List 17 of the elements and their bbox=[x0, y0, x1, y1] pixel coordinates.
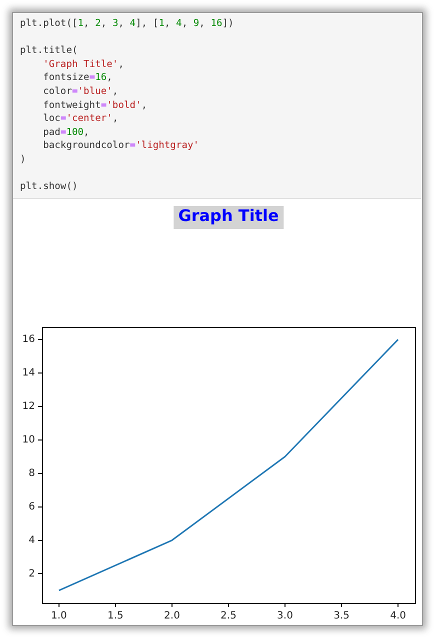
text: plt.plot([1, 2, 3, 4], [1, 4, 9, 16]) plt.title( 'Graph Title', fontsize=16, color='blue', fontweight='bold', loc='center', pad=100, backgroundcolor='lightgray' ) plt.show() bbox=[20, 18, 234, 192]
x-tick-label: 2.5 bbox=[220, 610, 236, 622]
x-tick-label: 1.0 bbox=[51, 610, 67, 622]
y-tick-label: 14 bbox=[22, 368, 35, 379]
chart-title: Graph Title bbox=[173, 206, 284, 229]
y-tick-label: 6 bbox=[28, 501, 35, 512]
x-tick-label: 3.0 bbox=[277, 610, 293, 622]
y-tick-label: 12 bbox=[22, 401, 35, 412]
y-tick-label: 10 bbox=[22, 434, 35, 446]
x-tick-label: 2.0 bbox=[164, 610, 180, 622]
y-tick-label: 8 bbox=[28, 468, 35, 479]
y-tick-label: 2 bbox=[28, 568, 35, 580]
y-tick-label: 4 bbox=[28, 534, 35, 546]
x-tick-label: 1.5 bbox=[108, 610, 124, 622]
x-tick-label: 3.5 bbox=[334, 610, 350, 622]
x-tick-label: 4.0 bbox=[390, 610, 406, 622]
y-tick-label: 16 bbox=[22, 334, 35, 346]
